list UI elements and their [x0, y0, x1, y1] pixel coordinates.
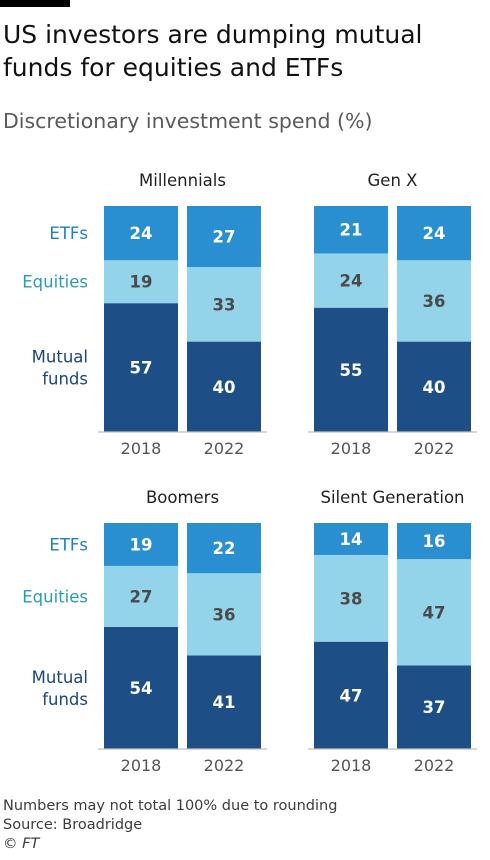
bar-segment-mutual-funds-2018 [314, 307, 388, 432]
x-tick-label-2022: 2022 [204, 439, 245, 458]
x-tick-label-2022: 2022 [414, 439, 455, 458]
data-label-mutual-funds-2018: 47 [340, 686, 363, 705]
bar-segment-equities-2022 [187, 573, 261, 656]
data-label-mutual-funds-2022: 40 [213, 378, 236, 397]
source-note: Source: Broadridge [3, 817, 143, 833]
row-label-mutual-funds-line2: funds [42, 370, 88, 389]
data-label-equities-2022: 33 [213, 295, 236, 314]
bar-segment-mutual-funds-2018 [314, 641, 388, 749]
row-label-etfs: ETFs [49, 224, 88, 243]
panel-title-silent-generation: Silent Generation [320, 488, 464, 507]
credit: © FT [3, 836, 40, 852]
panel-title-gen-x: Gen X [368, 171, 418, 190]
data-label-mutual-funds-2018: 55 [340, 361, 363, 380]
panel-title-millennials: Millennials [139, 171, 226, 190]
bar-segment-equities-2018 [104, 565, 178, 627]
data-label-etfs-2018: 21 [340, 221, 363, 240]
x-tick-label-2018: 2018 [121, 756, 162, 775]
data-label-equities-2018: 27 [130, 587, 153, 606]
bar-segment-etfs-2018 [314, 206, 388, 254]
top-rule [0, 0, 70, 7]
data-label-etfs-2018: 19 [130, 535, 153, 554]
bar-segment-equities-2022 [397, 260, 471, 342]
data-label-etfs-2022: 24 [423, 224, 446, 243]
footnote: Numbers may not total 100% due to roundi… [3, 798, 338, 814]
data-label-equities-2022: 36 [213, 605, 236, 624]
bar-segment-mutual-funds-2018 [104, 626, 178, 749]
bar-segment-mutual-funds-2022 [187, 655, 261, 749]
data-label-etfs-2022: 16 [423, 532, 446, 551]
bar-segment-etfs-2018 [104, 206, 178, 261]
x-tick-label-2018: 2018 [331, 756, 372, 775]
bar-segment-etfs-2022 [187, 206, 261, 268]
bar-segment-mutual-funds-2022 [397, 341, 471, 432]
x-tick-label-2022: 2022 [204, 756, 245, 775]
data-label-equities-2022: 47 [423, 603, 446, 622]
data-label-equities-2022: 36 [423, 292, 446, 311]
bar-segment-mutual-funds-2018 [104, 303, 178, 432]
x-tick-label-2018: 2018 [331, 439, 372, 458]
panel-title-boomers: Boomers [146, 488, 219, 507]
row-label-mutual-funds-line2: funds [42, 690, 88, 709]
x-tick-label-2022: 2022 [414, 756, 455, 775]
data-label-mutual-funds-2018: 57 [130, 359, 153, 378]
bar-segment-equities-2018 [314, 554, 388, 642]
data-label-etfs-2018: 24 [130, 224, 153, 243]
data-label-etfs-2022: 22 [213, 539, 236, 558]
bar-segment-equities-2022 [397, 559, 471, 666]
bar-segment-mutual-funds-2022 [397, 665, 471, 749]
bar-segment-equities-2022 [187, 267, 261, 342]
bar-segment-etfs-2018 [314, 523, 388, 555]
row-label-etfs: ETFs [49, 535, 88, 554]
data-label-etfs-2022: 27 [213, 228, 236, 247]
data-label-mutual-funds-2022: 37 [423, 698, 446, 717]
data-label-mutual-funds-2018: 54 [130, 679, 153, 698]
bar-segment-mutual-funds-2022 [187, 341, 261, 432]
data-label-etfs-2018: 14 [340, 530, 363, 549]
data-label-equities-2018: 38 [340, 589, 363, 608]
data-label-equities-2018: 19 [130, 273, 153, 292]
bar-segment-etfs-2022 [187, 523, 261, 574]
bar-segment-equities-2018 [104, 260, 178, 304]
x-tick-label-2018: 2018 [121, 439, 162, 458]
bar-segment-etfs-2022 [397, 523, 471, 560]
row-label-equities: Equities [22, 273, 88, 292]
bar-segment-etfs-2018 [104, 523, 178, 566]
row-label-mutual-funds-line1: Mutual [32, 348, 88, 367]
row-label-mutual-funds-line1: Mutual [32, 668, 88, 687]
chart-subtitle: Discretionary investment spend (%) [3, 109, 373, 133]
footer: Numbers may not total 100% due to roundi… [3, 797, 337, 854]
row-label-equities: Equities [22, 587, 88, 606]
bar-segment-etfs-2022 [397, 206, 471, 261]
data-label-mutual-funds-2022: 41 [213, 693, 236, 712]
data-label-mutual-funds-2022: 40 [423, 378, 446, 397]
bar-segment-equities-2018 [314, 253, 388, 308]
data-label-equities-2018: 24 [340, 272, 363, 291]
chart-title: US investors are dumping mutual funds fo… [3, 20, 423, 82]
